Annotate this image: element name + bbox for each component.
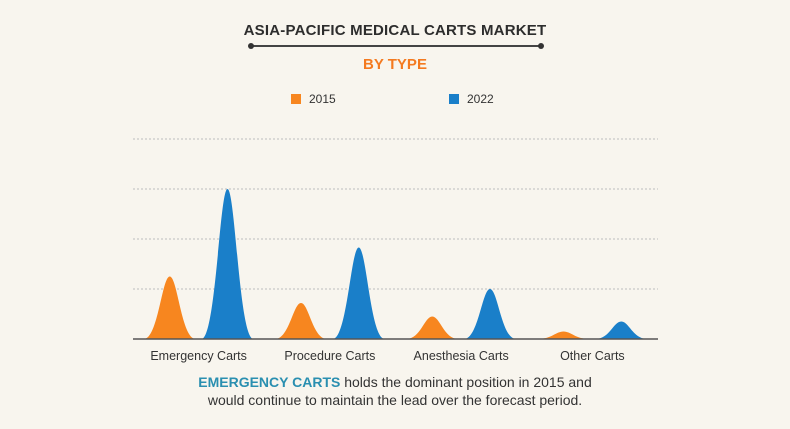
chart-peaks [143, 189, 648, 339]
chart-caption: EMERGENCY CARTS holds the dominant posit… [0, 373, 790, 409]
legend-item-2022: 2022 [449, 92, 494, 106]
peak-2022-procedure-carts [332, 247, 385, 339]
caption-line-2: would continue to maintain the lead over… [207, 392, 583, 408]
category-label: Anesthesia Carts [414, 349, 509, 363]
x-axis-categories: Emergency Carts Procedure Carts Anesthesia… [150, 349, 624, 363]
category-label: Procedure Carts [284, 349, 375, 363]
peak-2022-other-carts [595, 321, 648, 339]
caption-highlight: EMERGENCY CARTS [198, 374, 341, 390]
legend-label-2015: 2015 [309, 92, 336, 106]
peak-2022-anesthesia-carts [464, 289, 516, 339]
category-label: Other Carts [560, 349, 625, 363]
peak-2022-emergency-carts [201, 189, 254, 339]
legend-swatch-2022 [449, 94, 459, 104]
chart-subtitle: BY TYPE [363, 56, 427, 73]
chart-title: ASIA-PACIFIC MEDICAL CARTS MARKET [243, 22, 547, 39]
legend-label-2022: 2022 [467, 92, 494, 106]
chart-gridlines [133, 138, 658, 290]
peak-2015-procedure-carts [275, 303, 327, 339]
peak-2015-other-carts [537, 331, 590, 339]
caption-line-1-rest: holds the dominant position in 2015 and [340, 374, 592, 390]
legend-swatch-2015 [291, 94, 301, 104]
peak-2015-emergency-carts [143, 276, 196, 339]
category-label: Emergency Carts [150, 349, 247, 363]
title-divider [248, 43, 544, 49]
caption-line-1: EMERGENCY CARTS holds the dominant posit… [0, 373, 790, 391]
peak-2015-anesthesia-carts [406, 316, 459, 339]
legend-item-2015: 2015 [291, 92, 336, 106]
